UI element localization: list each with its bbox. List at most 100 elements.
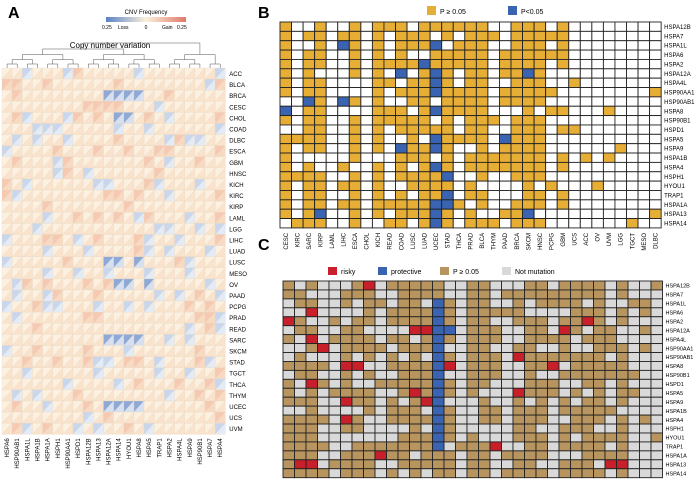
- legend-c-risky-swatch: [328, 267, 337, 275]
- mutation-cell: [317, 405, 330, 416]
- dendrogram-branch: [148, 63, 160, 68]
- mutation-cell: [305, 334, 318, 345]
- pvalue-cell: [522, 180, 535, 191]
- pvalue-cell: [591, 96, 604, 107]
- pvalue-cell: [302, 105, 316, 117]
- mutation-cell: [547, 361, 560, 371]
- mutation-cell: [432, 316, 445, 327]
- mutation-cell: [639, 423, 652, 434]
- mutation-cell: [374, 441, 387, 452]
- mutation-cell: [420, 468, 433, 479]
- pvalue-cell: [452, 77, 466, 88]
- pvalue-cell: [522, 124, 535, 135]
- mutation-cell: [328, 432, 341, 443]
- column-label: KIRC: [295, 232, 301, 247]
- mutation-cell: [397, 450, 410, 461]
- mutation-cell: [455, 378, 468, 389]
- row-label: READ: [229, 327, 246, 333]
- mutation-cell: [409, 423, 422, 434]
- mutation-cell: [294, 316, 307, 327]
- mutation-cell: [558, 316, 571, 327]
- pvalue-cell: [522, 190, 535, 201]
- pvalue-cell: [395, 218, 408, 229]
- row-label: HSPA13: [666, 463, 687, 469]
- pvalue-cell: [545, 105, 558, 117]
- pvalue-cell: [441, 124, 454, 135]
- pvalue-cell: [360, 105, 373, 117]
- pvalue-cell: [325, 218, 339, 229]
- pvalue-cell: [452, 190, 466, 201]
- pvalue-cell: [568, 171, 581, 182]
- pvalue-cell: [360, 49, 373, 60]
- pvalue-cell: [637, 87, 651, 98]
- mutation-cell: [351, 396, 364, 407]
- mutation-cell: [317, 369, 330, 380]
- row-label: DLBC: [229, 139, 246, 145]
- mutation-cell: [397, 289, 410, 300]
- mutation-cell: [581, 316, 594, 327]
- pvalue-cell: [591, 105, 604, 117]
- pvalue-cell: [464, 208, 477, 220]
- mutation-cell: [420, 307, 433, 318]
- pvalue-cell: [591, 124, 604, 135]
- column-label: HSP90B1: [198, 438, 204, 465]
- cnv-legend-title: CNV Frequency: [125, 10, 168, 16]
- pvalue-cell: [614, 199, 627, 210]
- pvalue-cell: [533, 171, 547, 182]
- row-label: HSPA1B: [664, 156, 687, 162]
- mutation-cell: [604, 298, 617, 309]
- pvalue-cell: [452, 199, 466, 210]
- row-label: HSPA4: [666, 418, 684, 424]
- mutation-cell: [616, 441, 629, 452]
- pvalue-cell: [325, 68, 339, 79]
- mutation-cell: [420, 396, 433, 407]
- mutation-cell: [305, 378, 318, 389]
- pvalue-cell: [510, 180, 524, 191]
- mutation-cell: [420, 441, 433, 452]
- mutation-cell: [363, 450, 376, 461]
- mutation-cell: [547, 352, 560, 362]
- pvalue-cell: [568, 96, 581, 107]
- mutation-cell: [455, 352, 468, 362]
- mutation-cell: [558, 343, 571, 353]
- mutation-cell: [420, 334, 433, 345]
- pvalue-cell: [545, 143, 558, 154]
- pvalue-cell: [302, 218, 316, 229]
- pvalue-cell: [579, 77, 593, 88]
- mutation-cell: [294, 352, 307, 362]
- dendrogram-branch: [108, 63, 119, 68]
- mutation-cell: [581, 289, 594, 300]
- pvalue-cell: [302, 30, 316, 42]
- pvalue-cell: [522, 133, 535, 145]
- mutation-cell: [386, 450, 399, 461]
- row-label: KIRP: [229, 205, 243, 211]
- pvalue-cell: [418, 152, 431, 163]
- pvalue-cell: [279, 190, 293, 201]
- column-label: THCA: [457, 233, 463, 249]
- mutation-cell: [639, 450, 652, 461]
- mutation-cell: [478, 343, 491, 353]
- pvalue-cell: [418, 218, 431, 229]
- column-label: HSPA6: [5, 438, 11, 458]
- column-label: HSPA5: [147, 438, 153, 458]
- pvalue-cell: [406, 40, 420, 51]
- mutation-cell: [351, 298, 364, 309]
- pvalue-cell: [475, 171, 489, 182]
- pvalue-cell: [556, 143, 570, 154]
- mutation-cell: [282, 334, 295, 345]
- pvalue-cell: [499, 218, 512, 229]
- row-label: HSPA14: [664, 222, 687, 228]
- mutation-cell: [604, 414, 617, 425]
- mutation-cell: [627, 432, 640, 443]
- mutation-cell: [466, 396, 479, 407]
- cnv-legend-loss: Loss: [118, 25, 129, 31]
- pvalue-cell: [591, 58, 604, 70]
- pvalue-cell: [614, 161, 627, 173]
- cnv-legend-gain: Gain: [162, 25, 173, 31]
- mutation-cell: [282, 459, 295, 470]
- pvalue-cell: [591, 40, 604, 51]
- mutation-cell: [639, 369, 652, 380]
- mutation-cell: [593, 378, 606, 389]
- row-label: HSPA4L: [664, 81, 687, 87]
- pvalue-cell: [614, 77, 627, 88]
